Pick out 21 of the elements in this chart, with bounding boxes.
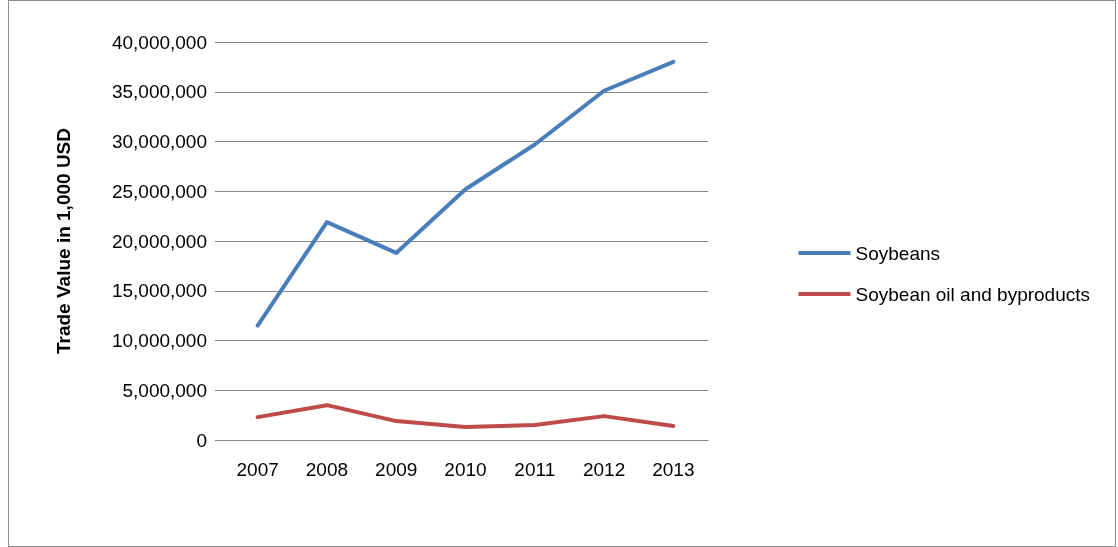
legend-label: Soybeans <box>855 242 941 264</box>
y-tick-label: 30,000,000 <box>111 131 207 152</box>
y-tick-label: 35,000,000 <box>111 81 207 103</box>
y-tick-label: 10,000,000 <box>111 330 207 351</box>
x-tick-label: 2013 <box>652 459 695 480</box>
y-axis-title: Trade Value in 1,000 USD <box>53 128 74 354</box>
legend-label: Soybean oil and byproducts <box>855 283 1091 305</box>
x-tick-label: 2007 <box>236 459 279 480</box>
x-tick-label: 2008 <box>305 459 349 480</box>
x-tick-label: 2009 <box>375 459 418 480</box>
y-tick-label: 25,000,000 <box>111 180 207 202</box>
line-series <box>255 403 676 430</box>
y-tick-label: 0 <box>196 429 207 451</box>
x-tick-label: 2012 <box>582 459 626 480</box>
x-tick-label: 2010 <box>444 459 487 480</box>
line-series <box>255 59 676 328</box>
y-tick-label: 15,000,000 <box>111 280 207 302</box>
y-tick-label: 5,000,000 <box>122 379 207 401</box>
x-tick-label: 2011 <box>514 459 556 480</box>
y-tick-label: 20,000,000 <box>111 230 207 252</box>
y-tick-label: 40,000,000 <box>111 31 207 53</box>
